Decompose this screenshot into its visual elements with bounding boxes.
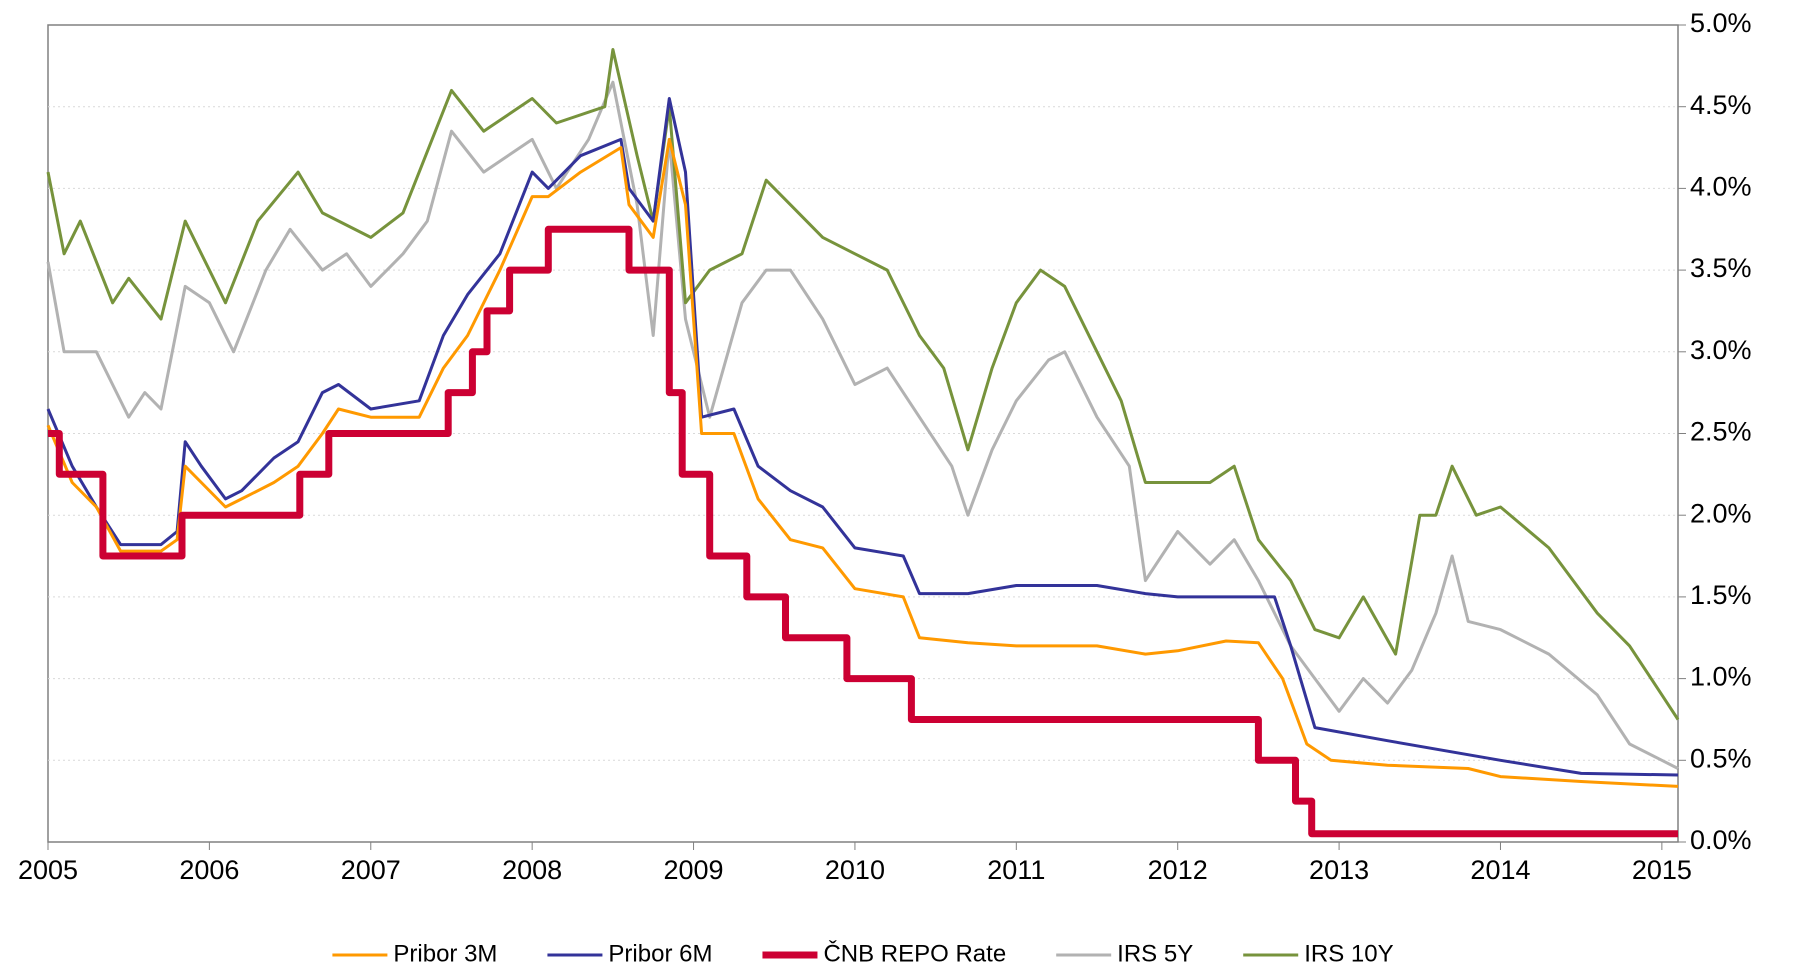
- y-tick-label: 1.0%: [1690, 662, 1752, 692]
- x-tick-label: 2006: [179, 855, 239, 885]
- x-tick-label: 2009: [664, 855, 724, 885]
- legend-label: IRS 5Y: [1117, 940, 1193, 967]
- series-line: [48, 225, 1678, 838]
- x-tick-label: 2012: [1148, 855, 1208, 885]
- y-tick-label: 1.5%: [1690, 580, 1752, 610]
- x-tick-label: 2013: [1309, 855, 1369, 885]
- y-tick-label: 0.0%: [1690, 825, 1752, 855]
- series-line: [46, 97, 1679, 777]
- series-line: [46, 80, 1679, 770]
- x-tick-label: 2010: [825, 855, 885, 885]
- x-tick-label: 2005: [18, 855, 78, 885]
- y-tick-label: 0.5%: [1690, 743, 1752, 773]
- y-tick-label: 4.5%: [1690, 90, 1752, 120]
- y-tick-label: 2.0%: [1690, 498, 1752, 528]
- series-line: [46, 137, 1679, 788]
- x-tick-label: 2015: [1632, 855, 1692, 885]
- y-tick-label: 2.5%: [1690, 417, 1752, 447]
- x-tick-label: 2008: [502, 855, 562, 885]
- y-tick-label: 3.5%: [1690, 253, 1752, 283]
- legend-label: IRS 10Y: [1304, 940, 1393, 967]
- series-line: [46, 48, 1680, 721]
- y-tick-label: 3.0%: [1690, 335, 1752, 365]
- legend-label: ČNB REPO Rate: [823, 939, 1006, 967]
- x-tick-label: 2011: [987, 855, 1045, 885]
- legend-label: Pribor 6M: [608, 940, 712, 967]
- y-tick-label: 5.0%: [1690, 8, 1752, 38]
- y-tick-label: 4.0%: [1690, 172, 1752, 202]
- x-tick-label: 2007: [341, 855, 401, 885]
- legend-label: Pribor 3M: [393, 940, 497, 967]
- x-tick-label: 2014: [1470, 855, 1530, 885]
